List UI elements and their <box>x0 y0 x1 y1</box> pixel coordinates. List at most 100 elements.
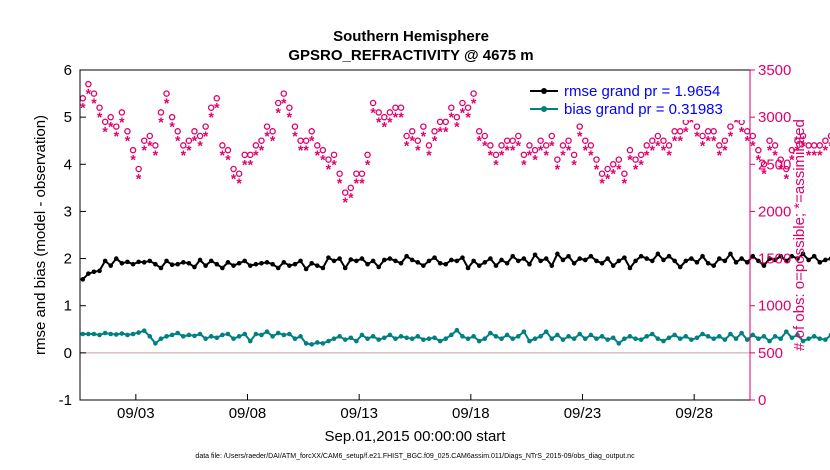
obs-assimilated-marker: * <box>231 170 237 186</box>
bias-point <box>582 336 588 342</box>
bias-point <box>337 334 342 339</box>
obs-possible-marker <box>788 146 796 154</box>
y-left-tick-label: 0 <box>64 345 72 362</box>
rmse-point <box>661 257 666 263</box>
rmse-point <box>409 257 415 263</box>
y-left-tick-label: 5 <box>64 109 72 126</box>
bias-point <box>644 334 650 339</box>
bias-point <box>493 334 499 339</box>
rmse-point <box>270 261 275 267</box>
obs-possible-marker <box>542 142 550 149</box>
legend-rmse-marker <box>541 88 547 94</box>
bias-point <box>231 336 236 342</box>
rmse-point <box>365 261 370 267</box>
rmse-point <box>588 253 594 259</box>
obs-possible-marker <box>386 109 394 116</box>
obs-possible-marker <box>247 151 254 159</box>
bias-point <box>683 334 689 339</box>
obs-assimilated-marker: * <box>214 100 220 116</box>
obs-assimilated-marker: * <box>510 142 516 158</box>
rmse-point <box>728 251 733 257</box>
rmse-point <box>348 257 354 262</box>
bias-point <box>119 331 125 336</box>
obs-possible-marker <box>224 146 232 154</box>
rmse-point <box>231 263 236 268</box>
rmse-point <box>689 256 694 261</box>
obs-possible-marker <box>632 156 639 163</box>
obs-possible-marker <box>347 184 355 192</box>
rmse-point <box>532 252 538 258</box>
obs-assimilated-marker: * <box>298 142 304 158</box>
obs-possible-marker <box>498 142 505 149</box>
bias-point <box>716 334 722 339</box>
obs-possible-marker <box>202 123 209 130</box>
obs-assimilated-marker: * <box>722 142 728 158</box>
rmse-point <box>281 260 287 265</box>
bias-point <box>649 331 655 337</box>
bias-point <box>136 330 141 335</box>
obs-assimilated-marker: * <box>169 119 175 135</box>
obs-possible-marker <box>196 132 204 140</box>
bias-point <box>566 334 571 339</box>
obs-assimilated-marker: * <box>437 123 443 139</box>
rmse-point <box>817 260 823 265</box>
obs-assimilated-marker: * <box>521 156 527 172</box>
rmse-point <box>169 262 175 268</box>
obs-possible-marker <box>336 170 343 177</box>
bias-point <box>733 336 739 342</box>
obs-assimilated-marker: * <box>259 142 265 158</box>
bias-point <box>153 341 158 346</box>
rmse-point <box>354 258 359 264</box>
obs-assimilated-marker: * <box>248 156 254 172</box>
bias-point <box>750 332 756 338</box>
obs-possible-marker <box>481 132 489 140</box>
obs-assimilated-marker: * <box>638 156 644 172</box>
rmse-point <box>108 263 114 268</box>
rmse-point <box>303 266 309 272</box>
obs-assimilated-marker: * <box>242 156 248 172</box>
obs-assimilated-marker: * <box>292 128 298 144</box>
obs-assimilated-marker: * <box>795 142 801 158</box>
bias-point <box>571 336 577 342</box>
rmse-point <box>627 265 633 271</box>
obs-assimilated-marker: * <box>811 147 817 163</box>
obs-assimilated-marker: * <box>80 100 86 116</box>
obs-assimilated-marker: * <box>549 137 555 153</box>
obs-assimilated-marker: * <box>577 128 583 144</box>
obs-assimilated-marker: * <box>449 109 455 125</box>
obs-assimilated-marker: * <box>264 128 270 144</box>
obs-assimilated-marker: * <box>677 133 683 149</box>
bias-point <box>588 332 594 338</box>
bias-point <box>448 332 454 338</box>
obs-possible-marker <box>135 165 142 173</box>
obs-possible-marker <box>280 90 288 97</box>
obs-assimilated-marker: * <box>666 147 672 163</box>
bias-point <box>767 338 772 344</box>
obs-possible-marker <box>721 137 729 144</box>
obs-assimilated-marker: * <box>354 175 360 191</box>
obs-assimilated-marker: * <box>415 142 421 158</box>
obs-possible-marker <box>113 123 120 130</box>
rmse-point <box>342 265 348 271</box>
obs-assimilated-marker: * <box>326 161 332 177</box>
bias-point <box>253 331 259 337</box>
obs-possible-marker <box>665 142 673 149</box>
obs-possible-marker <box>152 142 159 149</box>
bias-point <box>169 332 175 338</box>
bias-point <box>756 336 761 342</box>
bias-point <box>376 337 382 342</box>
obs-possible-marker <box>760 161 768 168</box>
obs-assimilated-marker: * <box>203 128 209 144</box>
bias-point <box>287 331 292 337</box>
rmse-point <box>515 258 521 264</box>
obs-assimilated-marker: * <box>543 147 549 163</box>
rmse-point <box>141 260 147 265</box>
obs-assimilated-marker: * <box>650 142 656 158</box>
obs-possible-marker <box>403 132 410 140</box>
rmse-point <box>711 263 717 268</box>
obs-assimilated-marker: * <box>208 109 214 125</box>
bias-point <box>409 336 415 342</box>
chart-title-line-2: GPSRO_REFRACTIVITY @ 4675 m <box>288 47 533 64</box>
bias-point <box>186 332 192 338</box>
rmse-point <box>298 258 303 264</box>
